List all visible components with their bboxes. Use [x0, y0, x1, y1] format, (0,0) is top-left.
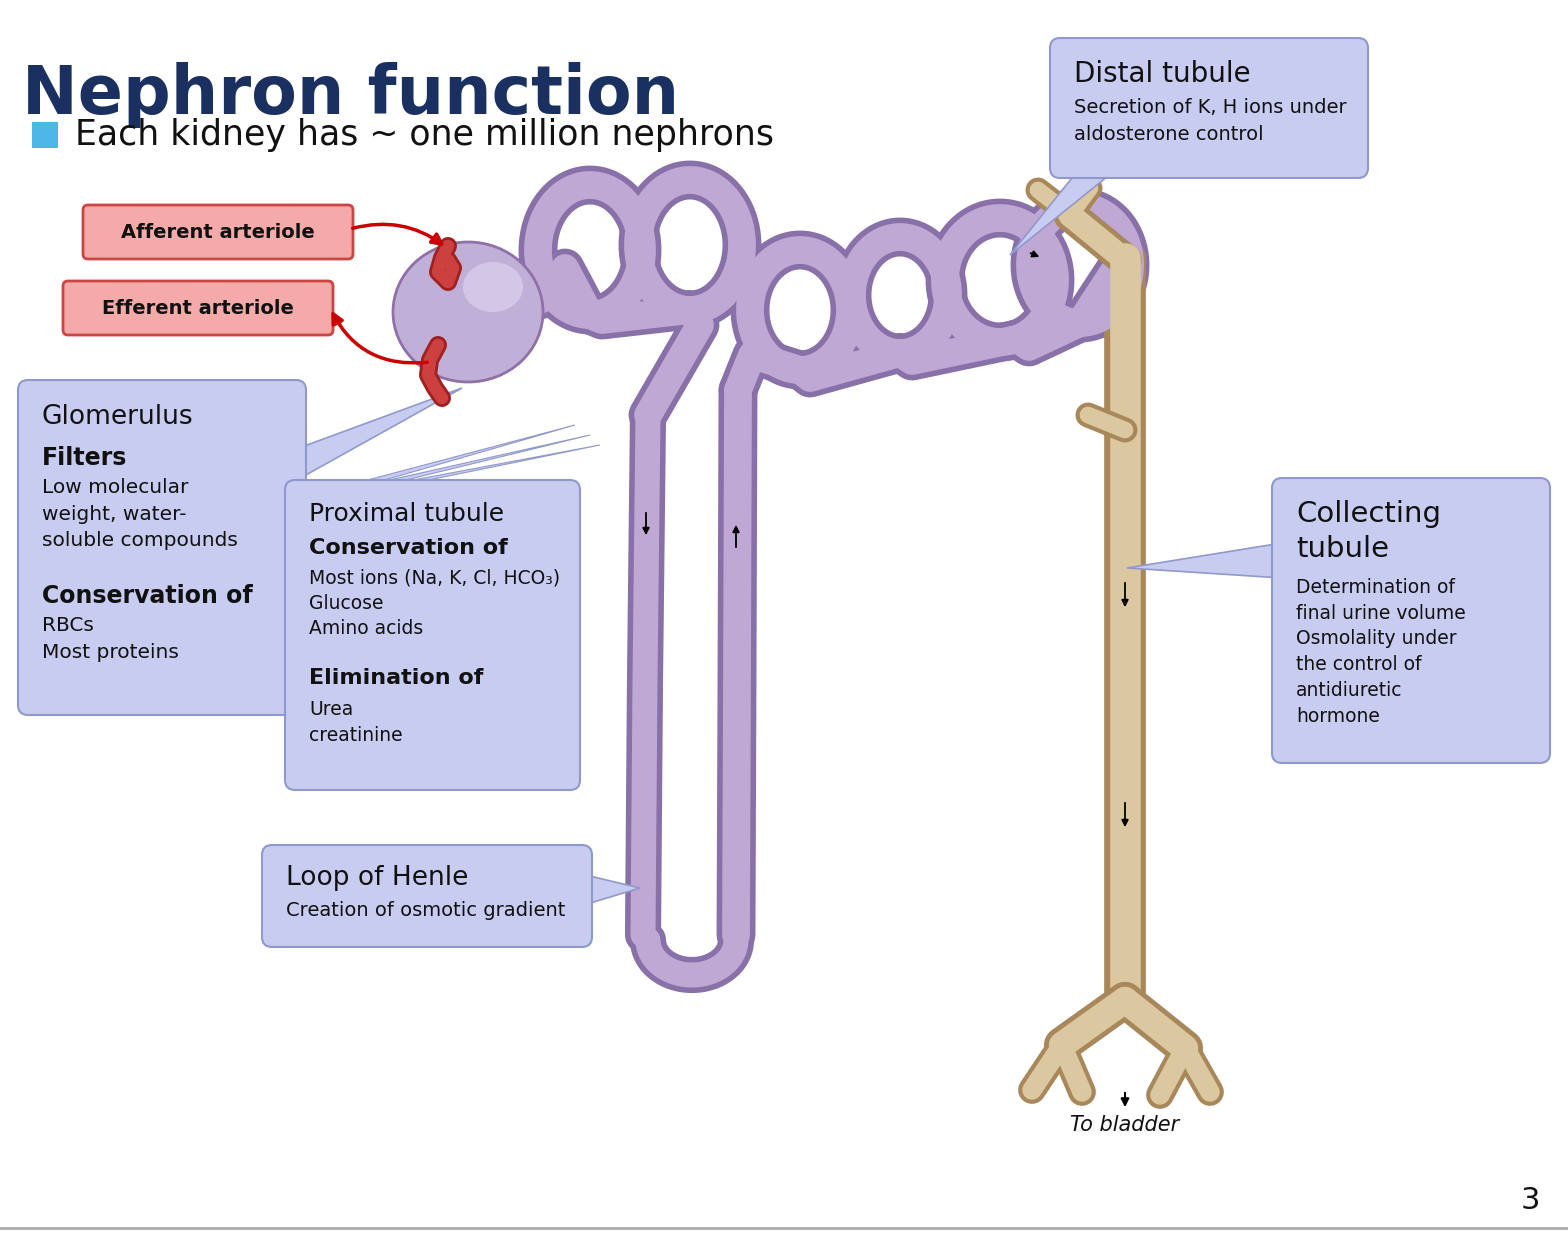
FancyBboxPatch shape [31, 122, 58, 148]
Text: Glomerulus: Glomerulus [42, 404, 193, 430]
Text: Afferent arteriole: Afferent arteriole [121, 222, 315, 241]
Text: Low molecular
weight, water-
soluble compounds: Low molecular weight, water- soluble com… [42, 478, 238, 550]
Text: Conservation of: Conservation of [42, 583, 252, 608]
Ellipse shape [463, 262, 524, 311]
FancyBboxPatch shape [63, 281, 332, 335]
Polygon shape [329, 425, 575, 489]
Polygon shape [1010, 168, 1118, 255]
Text: Secretion of K, H ions under
aldosterone control: Secretion of K, H ions under aldosterone… [1074, 98, 1347, 143]
Text: 3: 3 [1521, 1187, 1540, 1215]
FancyBboxPatch shape [1051, 38, 1367, 178]
Text: Filters: Filters [42, 446, 127, 470]
Ellipse shape [394, 242, 543, 382]
Text: Distal tubule: Distal tubule [1074, 61, 1251, 88]
Polygon shape [361, 445, 601, 489]
Text: Loop of Henle: Loop of Henle [285, 865, 469, 891]
FancyBboxPatch shape [1272, 478, 1551, 763]
FancyBboxPatch shape [285, 480, 580, 790]
Text: Urea
creatinine: Urea creatinine [309, 700, 403, 745]
Text: Creation of osmotic gradient: Creation of osmotic gradient [285, 901, 566, 920]
FancyBboxPatch shape [262, 845, 593, 947]
Text: RBCs
Most proteins: RBCs Most proteins [42, 616, 179, 661]
Text: Nephron function: Nephron function [22, 62, 679, 129]
Text: Most ions (Na, K, Cl, HCO₃)
Glucose
Amino acids: Most ions (Na, K, Cl, HCO₃) Glucose Amin… [309, 569, 560, 639]
Text: To bladder: To bladder [1071, 1115, 1179, 1135]
Text: Conservation of: Conservation of [309, 538, 508, 557]
FancyBboxPatch shape [83, 205, 353, 260]
Text: Determination of
final urine volume
Osmolality under
the control of
antidiuretic: Determination of final urine volume Osmo… [1297, 578, 1466, 726]
Polygon shape [1127, 543, 1283, 578]
Text: Efferent arteriole: Efferent arteriole [102, 299, 293, 318]
Text: Each kidney has ~ one million nephrons: Each kidney has ~ one million nephrons [75, 117, 775, 152]
FancyBboxPatch shape [17, 379, 306, 714]
Text: Collecting
tubule: Collecting tubule [1297, 501, 1441, 562]
Polygon shape [345, 435, 590, 489]
Polygon shape [289, 388, 463, 485]
Text: Proximal tubule: Proximal tubule [309, 502, 505, 527]
Text: Elimination of: Elimination of [309, 667, 483, 688]
Polygon shape [577, 873, 640, 907]
